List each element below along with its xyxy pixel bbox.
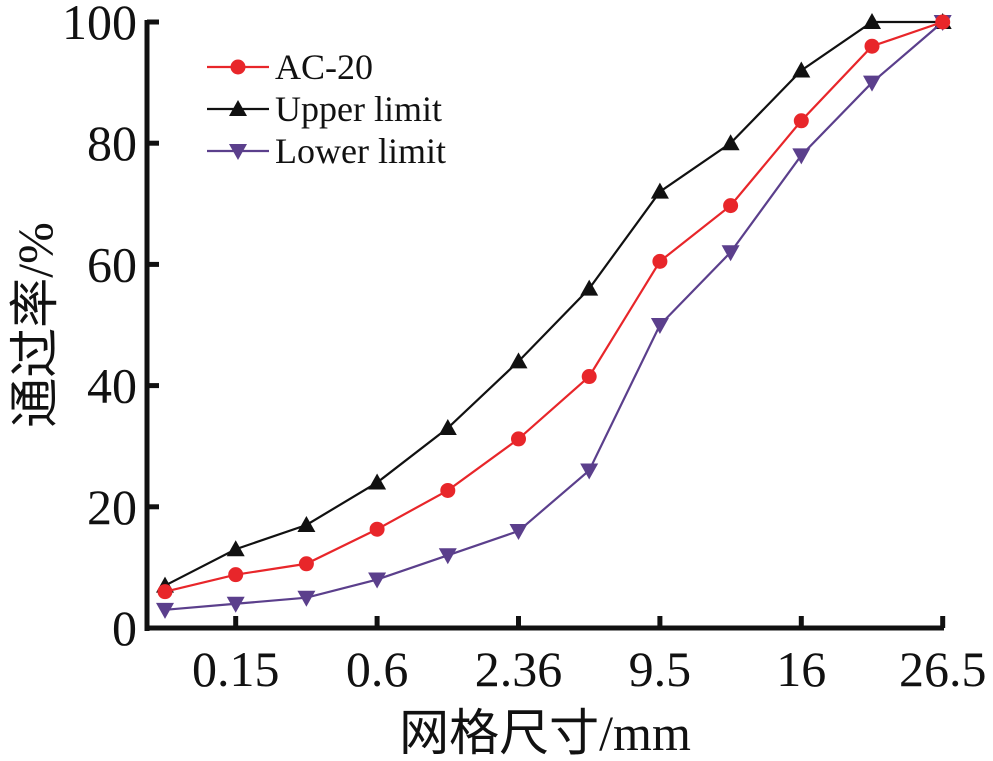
data-point (580, 279, 599, 296)
data-point (368, 473, 387, 490)
legend-label: Upper limit (275, 89, 442, 129)
data-point (298, 556, 314, 572)
x-axis-ticks: 0.15 0.6 2.36 9.5 16 26.5 (192, 616, 987, 697)
series-line (164, 20, 944, 593)
legend-item: Upper limit (207, 89, 442, 129)
legend-marker (229, 100, 247, 116)
data-point (509, 524, 528, 541)
data-point (580, 463, 599, 480)
data-point (721, 134, 740, 151)
data-point (157, 584, 173, 600)
data-point (792, 61, 811, 78)
x-tick-label: 0.6 (346, 641, 409, 697)
data-point (863, 13, 881, 29)
data-point (156, 602, 174, 619)
series-line (164, 21, 944, 611)
legend-marker (229, 144, 247, 160)
data-point (438, 548, 457, 565)
data-point (863, 75, 881, 92)
data-point (440, 482, 456, 498)
data-point (652, 253, 668, 269)
series-lower-limit (156, 15, 952, 619)
y-tick-label: 80 (87, 115, 137, 171)
data-point (935, 14, 951, 30)
legend-item: Lower limit (207, 131, 446, 171)
y-tick-label: 0 (112, 600, 137, 656)
data-point (226, 540, 245, 557)
data-point (297, 590, 316, 607)
data-point (369, 521, 385, 537)
x-tick-label: 0.15 (192, 641, 280, 697)
legend-item: AC-20 (207, 47, 373, 87)
data-point (226, 596, 245, 613)
data-point (650, 318, 669, 334)
series-line (164, 20, 943, 587)
data-point (438, 419, 457, 436)
x-tick-label: 9.5 (629, 641, 692, 697)
data-point (228, 567, 244, 583)
data-point (793, 113, 809, 129)
series-layer (156, 13, 952, 619)
legend-marker (230, 59, 246, 75)
legend-label: Lower limit (275, 131, 446, 171)
data-point (581, 369, 597, 385)
y-axis-ticks: 0 20 40 60 80 100 (62, 0, 159, 656)
data-point (368, 572, 387, 589)
x-tick-label: 2.36 (475, 641, 563, 697)
data-point (864, 38, 880, 54)
data-point (511, 431, 526, 447)
series-ac-20 (157, 14, 951, 600)
data-point (509, 352, 528, 369)
data-point (297, 515, 316, 532)
data-point (650, 182, 669, 199)
y-tick-label: 60 (87, 236, 137, 292)
x-axis-title: 网格尺寸/mm (399, 705, 691, 761)
y-tick-label: 40 (87, 358, 137, 414)
y-tick-label: 20 (87, 479, 137, 535)
x-tick-label: 16 (776, 641, 826, 697)
legend-label: AC-20 (275, 47, 373, 87)
y-axis-title: 通过率/% (7, 222, 63, 428)
data-point (723, 198, 739, 214)
data-point (792, 148, 811, 165)
data-point (721, 245, 740, 262)
x-tick-label: 26.5 (899, 641, 987, 697)
y-tick-label: 100 (62, 0, 137, 50)
axes (144, 20, 944, 631)
